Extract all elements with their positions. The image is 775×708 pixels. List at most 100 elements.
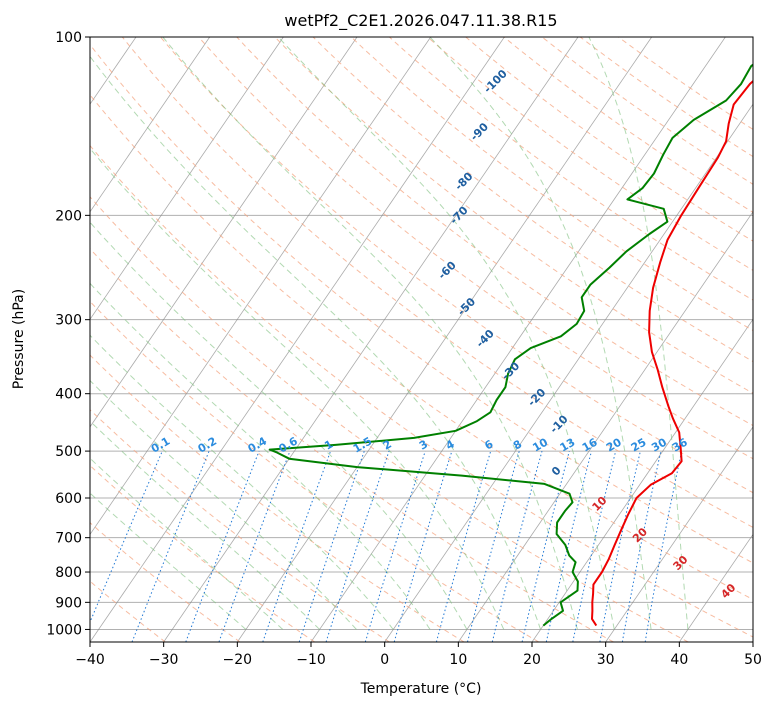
mixing-ratio-line [131,450,210,642]
x-tick-label: −20 [223,652,253,668]
isotherm-line [384,103,753,642]
dry-adiabat-line [90,43,753,564]
dry-adiabat-label: 40 [718,581,738,601]
dry-adiabat-line [350,37,753,332]
y-tick-label: 700 [55,531,82,547]
dry-adiabat-line [90,409,390,642]
isotherm-line [163,37,579,642]
mixing-ratio-line [521,450,570,642]
dry-adiabat-line [90,144,753,638]
y-tick-label: 500 [55,444,82,460]
dry-adiabat-line [90,354,465,642]
y-tick-label: 400 [55,387,82,403]
moist-adiabat-line [90,492,247,630]
mixing-ratio-label: 30 [649,435,669,454]
dry-adiabat-line [236,37,753,427]
adiabat-label: -40 [474,327,497,350]
dry-adiabat-line [90,522,241,642]
moist-adiabat-line [90,221,468,630]
isotherm-line [90,37,432,536]
mixing-ratio-label: 0.2 [196,435,219,456]
y-tick-label: 1000 [46,622,82,638]
mixing-ratio-label: 4 [444,437,457,452]
adiabat-label: -100 [481,67,510,96]
plot-area [0,37,753,642]
y-tick-label: 900 [55,595,82,611]
mixing-ratio-label: 8 [511,438,524,453]
mixing-ratio-line [364,450,426,642]
mixing-ratio-line [599,450,641,642]
dry-adiabat-line [160,37,753,494]
moist-adiabat-line [277,37,615,630]
mixing-ratio-label: 20 [604,435,624,454]
x-tick-label: −10 [296,652,326,668]
x-axis: −40 −30 −20 −10 0 10 20 30 40 50 [75,642,762,668]
y-axis: 100 200 300 400 500 600 700 800 900 1000 [46,30,90,638]
mixing-ratio-label: 36 [670,435,690,454]
adiabat-label: -90 [468,120,491,143]
dry-adiabat-line [618,37,753,131]
x-tick-label: 30 [597,652,615,668]
dry-adiabat-label: 30 [671,553,691,573]
mixing-ratio-label: 10 [530,435,550,454]
isotherm-line [90,37,505,642]
y-tick-label: 100 [55,30,82,46]
chart-title: wetPf2_C2E1.2026.047.11.38.R15 [284,11,557,31]
mixing-ratio-line [218,450,291,642]
dry-adiabat-line [121,37,753,528]
isotherm-line [458,211,753,642]
x-tick-label: 0 [380,652,389,668]
temperature-profile-line [591,79,753,627]
adiabat-label: -60 [436,258,459,281]
mixing-ratio-label: 0.6 [276,434,300,455]
moist-adiabat-line [90,55,542,630]
mixing-ratio-label: 13 [558,436,578,455]
mixing-ratio-line [393,450,453,642]
dry-adiabat-line [90,580,166,642]
isotherm-line [90,37,284,321]
dry-adiabat-line [274,37,753,394]
x-tick-label: 20 [523,652,541,668]
isotherm-line [90,37,211,213]
x-tick-label: −30 [149,652,179,668]
mixing-ratio-line [621,450,662,642]
dry-adiabat-line [90,464,315,642]
isotherm-line [531,318,753,642]
moist-adiabat-line [90,457,284,630]
x-axis-label: Temperature (°C) [360,681,482,697]
dry-adiabat-label: 10 [590,494,610,514]
y-tick-label: 800 [55,565,82,581]
y-tick-label: 300 [55,313,82,329]
x-tick-label: 10 [449,652,467,668]
moist-adiabat-line [90,282,431,630]
dry-adiabat-line [579,37,753,158]
moist-adiabat-line [90,379,357,630]
isotherm-line [310,37,726,642]
mixing-ratio-line [545,450,592,642]
adiabat-label: 0 [549,464,564,479]
y-axis-label: Pressure (hPa) [11,289,27,389]
mixing-ratio-line [90,450,163,624]
moist-adiabat-line [588,37,689,630]
moist-adiabat-line [90,334,394,630]
dry-adiabat-line [541,37,753,185]
plot-lines [268,63,753,627]
mixing-ratio-line [572,450,617,642]
isotherm-line [0,37,62,642]
x-tick-label: 50 [744,652,762,668]
dry-adiabat-line [389,37,753,301]
isotherm-line [605,426,753,642]
mixing-ratio-label: 6 [482,437,495,452]
dry-adiabat-line [198,37,753,460]
mixing-ratio-line [491,450,543,642]
mixing-ratio-line [298,450,365,642]
isotherm-line [679,533,753,642]
mixing-ratio-line [435,450,492,642]
y-tick-label: 600 [55,491,82,507]
mixing-ratio-label: 16 [580,435,600,454]
dry-adiabat-line [90,300,540,642]
x-tick-label: 40 [670,652,688,668]
mixing-ratio-line [262,450,332,642]
dewpoint-profile-line [268,63,753,627]
